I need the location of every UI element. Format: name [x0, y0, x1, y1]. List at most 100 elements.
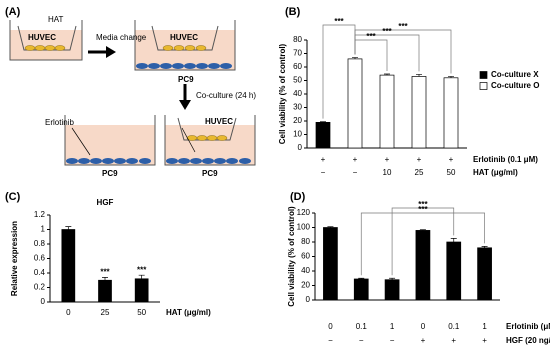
- bracket: [391, 207, 455, 276]
- x-row-label: Erlotinib (μM): [506, 322, 550, 331]
- x-row-value: +: [449, 155, 454, 164]
- error-bar: [102, 277, 108, 281]
- x-row-value: −: [390, 336, 395, 345]
- label: Erlotinib: [45, 118, 74, 127]
- significance: ***: [366, 32, 376, 41]
- error-bar: [419, 229, 426, 231]
- y-tick-label: 40: [293, 89, 302, 98]
- y-tick-label: 100: [297, 223, 311, 232]
- significance: ***: [382, 27, 392, 36]
- x-row-value: −: [353, 168, 358, 177]
- bar: [98, 279, 112, 303]
- error-bar: [320, 121, 326, 123]
- y-axis-label: Cell viability (% of control): [287, 206, 296, 307]
- insert: [151, 25, 219, 51]
- error-bar: [416, 74, 422, 77]
- well: [64, 115, 156, 166]
- label: PC9: [102, 169, 118, 178]
- y-tick-label: 1: [41, 225, 46, 234]
- legend-swatch: [479, 71, 488, 79]
- legend-label: Co-culture O: [491, 81, 539, 90]
- bar: [411, 76, 427, 149]
- pc9-cells: [66, 158, 151, 164]
- label: Media change: [96, 33, 147, 42]
- error-bar: [389, 277, 396, 280]
- bar: [353, 278, 369, 301]
- panel-label: (A): [5, 6, 21, 18]
- bracket: [360, 212, 485, 276]
- label: HUVEC: [170, 33, 198, 42]
- huvec-cells: [24, 45, 66, 51]
- chart-title: HGF: [97, 198, 114, 207]
- error-bar: [138, 274, 145, 279]
- y-tick-label: 0.4: [34, 268, 46, 277]
- y-tick-label: 30: [293, 103, 302, 112]
- bar: [61, 229, 76, 303]
- error-bar: [448, 76, 454, 78]
- y-tick-label: 40: [301, 266, 310, 275]
- x-row-value: 10: [383, 168, 392, 177]
- well: [9, 20, 83, 61]
- y-tick-label: 0: [306, 295, 311, 304]
- significance: ***: [418, 200, 428, 209]
- legend-swatch: [479, 82, 488, 90]
- x-row-value: 0.1: [356, 322, 368, 331]
- y-tick-label: 20: [301, 281, 310, 290]
- insert: [177, 117, 237, 141]
- diagram: (A) HAT HUVEC Media change HUVEC PC9 Co-…: [5, 6, 256, 178]
- y-tick-label: 80: [301, 237, 310, 246]
- arrow-head: [179, 100, 191, 110]
- label: HUVEC: [28, 33, 56, 42]
- y-tick-label: 60: [301, 252, 310, 261]
- y-tick-label: 0: [298, 143, 303, 152]
- y-tick-label: 120: [297, 208, 311, 217]
- panel-label: (C): [5, 191, 21, 203]
- error-bar: [384, 73, 390, 76]
- well-medium: [10, 30, 82, 60]
- label: HUVEC: [205, 117, 233, 126]
- x-row-value: +: [417, 155, 422, 164]
- y-tick-label: 1.2: [34, 210, 46, 219]
- significance: ***: [334, 17, 344, 26]
- y-tick-label: 0.6: [34, 254, 46, 263]
- well: [134, 20, 236, 71]
- y-tick-label: 60: [293, 62, 302, 71]
- panel-label: (B): [285, 6, 301, 18]
- bar: [443, 77, 459, 149]
- legend-label: Co-culture X: [491, 70, 539, 79]
- x-row-value: 0: [328, 322, 333, 331]
- huvec-cells: [162, 45, 207, 51]
- significance: ***: [398, 22, 408, 31]
- error-bar: [327, 226, 334, 228]
- x-row-label: HAT (μg/ml): [473, 168, 518, 177]
- label: HAT: [48, 15, 64, 24]
- error-bar: [358, 277, 365, 279]
- y-tick-label: 70: [293, 49, 302, 58]
- y-tick-label: 10: [293, 130, 302, 139]
- x-row-value: +: [321, 155, 326, 164]
- y-tick-label: 80: [293, 35, 302, 44]
- bar: [315, 121, 331, 149]
- arrow-head: [106, 46, 116, 58]
- error-bar: [352, 57, 358, 59]
- x-axis-label: HAT (μg/ml): [166, 308, 211, 317]
- significance: ***: [418, 205, 428, 214]
- pc9-cells: [136, 63, 232, 69]
- x-row-value: −: [321, 168, 326, 177]
- pointer: [181, 127, 196, 153]
- well: [164, 115, 256, 166]
- x-row-value: +: [353, 155, 358, 164]
- label: Co-culture (24 h): [196, 91, 256, 100]
- x-row-value: 0: [421, 322, 426, 331]
- bar: [415, 230, 431, 301]
- bar: [347, 58, 363, 149]
- error-bar: [65, 226, 72, 230]
- label: PC9: [202, 169, 218, 178]
- x-row-value: 25: [415, 168, 424, 177]
- bar: [379, 74, 395, 149]
- x-row-value: +: [385, 155, 390, 164]
- y-axis-label: Cell viability (% of control): [278, 43, 287, 144]
- significance: ***: [100, 267, 110, 276]
- bar: [446, 241, 462, 301]
